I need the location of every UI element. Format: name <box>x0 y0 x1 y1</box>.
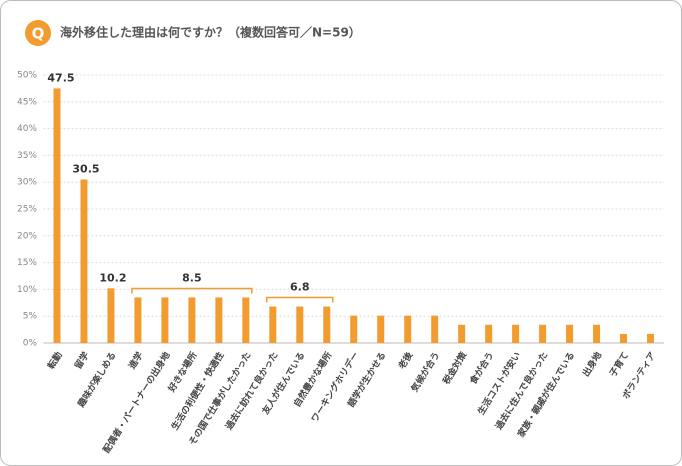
y-tick-label: 10% <box>17 285 37 295</box>
bar <box>431 315 439 343</box>
badge-circle <box>25 20 51 46</box>
y-tick-label: 35% <box>17 151 37 161</box>
y-tick-label: 0% <box>23 339 38 349</box>
bar <box>350 315 358 343</box>
bracket <box>266 296 334 303</box>
bar <box>566 324 574 343</box>
bar <box>323 306 331 343</box>
bar <box>80 179 88 343</box>
bar <box>647 333 655 343</box>
bar <box>593 324 601 343</box>
y-tick-label: 20% <box>17 231 37 241</box>
bar <box>107 288 115 343</box>
bar <box>458 324 466 343</box>
bar <box>377 315 385 343</box>
value-label: 8.5 <box>182 271 202 284</box>
bar <box>242 297 250 343</box>
y-tick-label: 5% <box>23 312 38 322</box>
value-label: 30.5 <box>72 163 99 176</box>
bar <box>188 297 196 343</box>
bar <box>269 306 277 343</box>
badge-text: Q <box>32 25 45 43</box>
bar <box>539 324 547 343</box>
bar <box>215 297 223 343</box>
chart-title: 海外移住した理由は何ですか？（複数回答可／N=59） <box>60 25 361 40</box>
bar <box>134 297 142 343</box>
bracket <box>131 287 253 294</box>
value-label: 10.2 <box>99 271 126 284</box>
value-label: 47.5 <box>47 71 74 84</box>
y-tick-label: 15% <box>17 258 37 268</box>
bar <box>53 88 61 344</box>
y-tick-label: 45% <box>17 97 37 107</box>
bar <box>485 324 493 343</box>
y-tick-label: 50% <box>17 71 37 81</box>
bar <box>512 324 520 343</box>
bar <box>161 297 169 343</box>
bar <box>404 315 412 343</box>
y-tick-label: 40% <box>17 124 37 134</box>
value-label: 6.8 <box>290 281 310 294</box>
bar <box>296 306 304 343</box>
y-tick-label: 25% <box>17 205 37 215</box>
y-tick-label: 30% <box>17 178 37 188</box>
bar <box>620 333 628 343</box>
